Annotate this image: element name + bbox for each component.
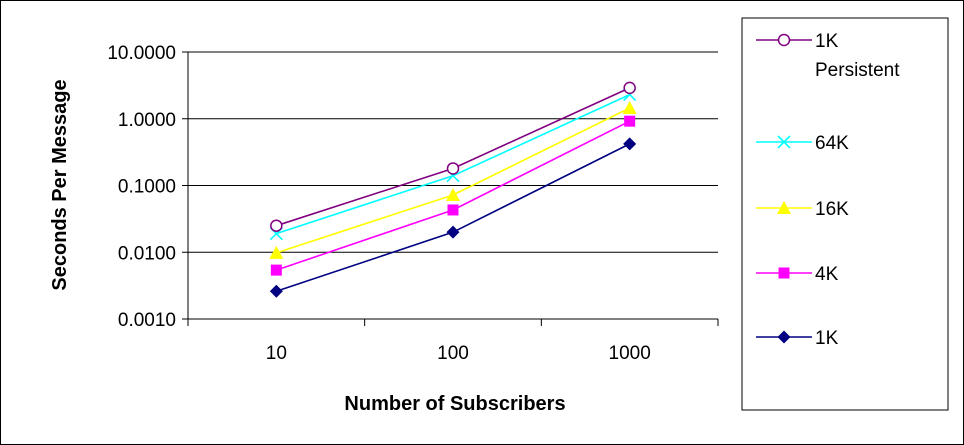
legend-marker	[777, 33, 791, 47]
y-tick-label: 1.0000	[118, 110, 176, 131]
y-axis-label: Seconds Per Message	[49, 79, 71, 290]
data-point-1k-persistent	[446, 162, 460, 175]
y-tick-label: 10.0000	[107, 43, 176, 64]
y-tick-label: 0.0100	[118, 243, 176, 264]
legend-marker	[777, 135, 791, 149]
legend-label-line: 1K	[815, 31, 839, 52]
data-point-4k	[270, 264, 282, 276]
series-1k-persistent	[270, 81, 636, 232]
legend-marker	[778, 267, 790, 279]
legend-label: 1K	[815, 328, 839, 349]
legend-marker	[777, 201, 791, 214]
data-point-16k	[622, 100, 637, 114]
y-tick-label: 0.1000	[118, 177, 176, 198]
series-4k	[270, 115, 636, 276]
legend-item-4k: 4K	[756, 264, 839, 285]
data-point-1k	[269, 284, 283, 298]
legend-label: 64K	[815, 133, 849, 154]
data-point-4k	[624, 115, 636, 127]
legend-item-16k: 16K	[756, 199, 849, 220]
marker-stroke	[777, 135, 791, 149]
legend-item-64k: 64K	[756, 133, 849, 154]
data-point-1k	[623, 137, 637, 151]
data-point-16k	[446, 188, 460, 202]
y-tick-labels: 10.0000 1.0000 0.1000 0.0100 0.0010	[107, 43, 176, 331]
data-point-1k-persistent	[270, 219, 283, 232]
legend-label-line: Persistent	[815, 60, 900, 81]
legend-label: 1K Persistent	[815, 31, 900, 81]
legend-label: 4K	[815, 264, 839, 285]
x-tick-labels: 10 100 1000	[266, 343, 651, 364]
legend-marker	[777, 330, 791, 344]
legend: 1K Persistent 64K 16K 4K 1K	[741, 17, 949, 411]
series-1k	[269, 137, 637, 298]
x-tick-label: 100	[437, 343, 469, 364]
legend-item-1k: 1K	[756, 328, 839, 349]
grid-lines	[188, 51, 718, 320]
x-axis-label: Number of Subscribers	[344, 393, 565, 415]
data-point-16k	[269, 245, 284, 259]
data-point-1k-persistent	[623, 81, 636, 95]
series-16k	[269, 100, 637, 259]
x-tick-label: 1000	[609, 343, 651, 364]
legend-box	[741, 17, 949, 411]
axes	[182, 51, 719, 326]
data-point-4k	[447, 204, 459, 216]
data-point-1k	[446, 225, 460, 239]
x-tick-label: 10	[266, 343, 287, 364]
series-lines	[269, 81, 637, 298]
legend-item-1k-persistent: 1K Persistent	[756, 31, 900, 81]
y-tick-label: 0.0010	[118, 310, 176, 331]
legend-label: 16K	[815, 199, 849, 220]
